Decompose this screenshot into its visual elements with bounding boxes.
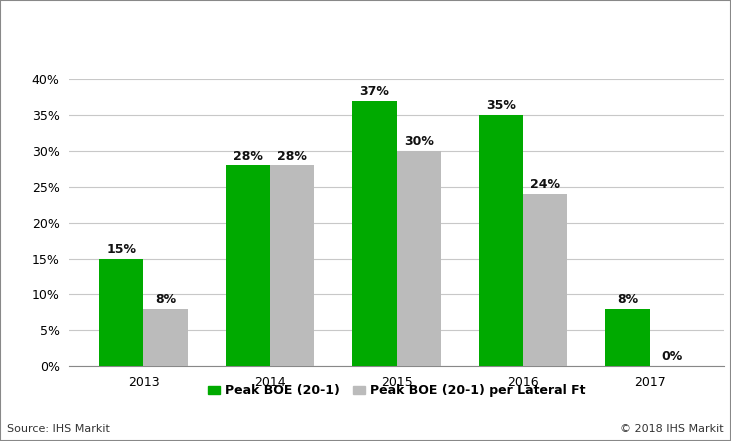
- Text: 28%: 28%: [277, 149, 307, 163]
- Bar: [143, 309, 188, 366]
- Text: 35%: 35%: [486, 99, 516, 112]
- Text: 0%: 0%: [661, 350, 683, 363]
- Text: 30%: 30%: [404, 135, 433, 148]
- Text: © 2018 IHS Markit: © 2018 IHS Markit: [620, 424, 724, 434]
- Text: Source: IHS Markit: Source: IHS Markit: [7, 424, 110, 434]
- Bar: [270, 165, 314, 366]
- Text: Wolfcamp Midland: year-on-year change in peak production (BOE 20-1) of
normalize: Wolfcamp Midland: year-on-year change in…: [13, 22, 624, 56]
- Bar: [523, 194, 567, 366]
- Text: 28%: 28%: [233, 149, 263, 163]
- Bar: [352, 101, 396, 366]
- Bar: [99, 258, 143, 366]
- Text: 15%: 15%: [106, 243, 136, 256]
- Text: 24%: 24%: [530, 178, 560, 191]
- Text: 37%: 37%: [360, 85, 390, 98]
- Text: 8%: 8%: [155, 293, 176, 306]
- Text: 8%: 8%: [617, 293, 638, 306]
- Bar: [396, 151, 441, 366]
- Bar: [605, 309, 650, 366]
- Bar: [226, 165, 270, 366]
- Bar: [479, 115, 523, 366]
- Legend: Peak BOE (20-1), Peak BOE (20-1) per Lateral Ft: Peak BOE (20-1), Peak BOE (20-1) per Lat…: [202, 379, 591, 402]
